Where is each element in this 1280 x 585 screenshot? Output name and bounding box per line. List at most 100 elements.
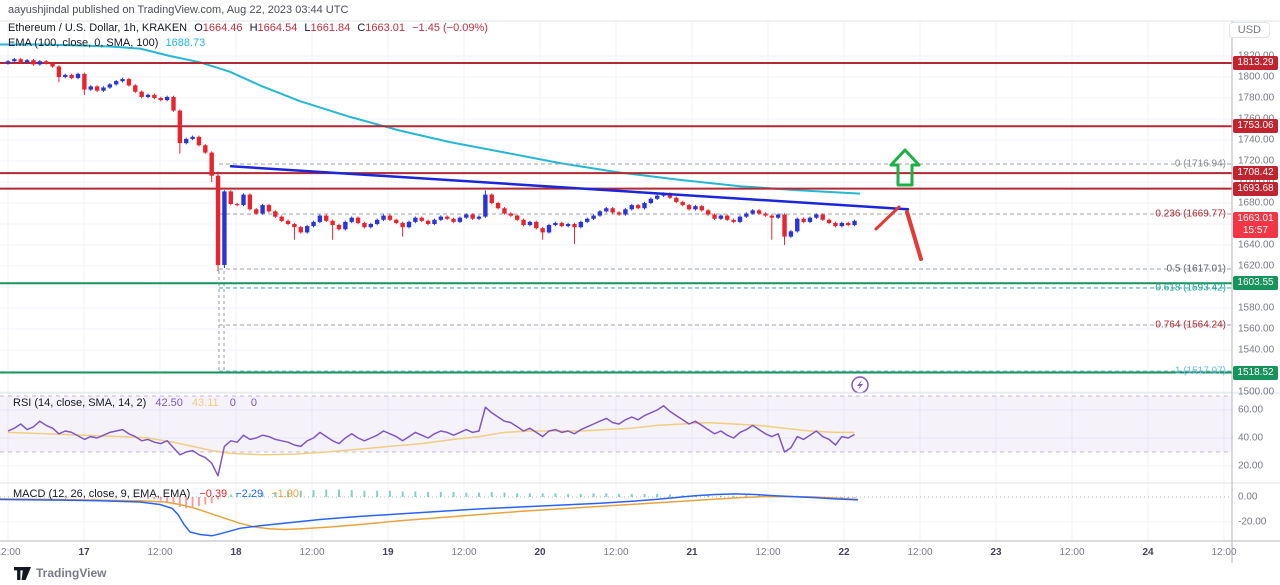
candle-body — [591, 215, 596, 219]
macd-label: MACD (12, 26, close, 9, EMA, EMA) — [13, 488, 191, 500]
time-axis[interactable] — [0, 541, 1232, 563]
candle-body — [521, 219, 526, 226]
candle-body — [126, 79, 132, 86]
candle-body — [610, 208, 615, 213]
trendline[interactable] — [229, 165, 910, 211]
candle-body — [464, 214, 469, 218]
macd-histogram-bar — [707, 495, 710, 497]
macd-histogram-bar — [414, 491, 417, 497]
candle-body — [324, 215, 329, 221]
macd-signal-value: −1.90 — [271, 488, 299, 500]
macd-histogram-bar — [516, 493, 519, 497]
candle-body — [184, 138, 189, 144]
candle-body — [114, 81, 119, 85]
candle-body — [502, 208, 507, 214]
macd-histogram-bar — [388, 490, 391, 497]
candle-body — [5, 61, 11, 64]
candle-body — [56, 66, 62, 77]
candle-body — [495, 203, 501, 209]
rsi-ma-value: 43.11 — [191, 397, 219, 409]
macd-histogram-bar — [376, 490, 379, 497]
macd-histogram-bar — [274, 492, 277, 497]
tradingview-logo[interactable]: TradingView — [14, 566, 106, 580]
price-axis[interactable] — [1232, 36, 1280, 541]
ema-legend[interactable]: EMA (100, close, 0, SMA, 100) 1688.73 — [8, 37, 205, 49]
symbol-title: Ethereum / U.S. Dollar, 1h, KRAKEN — [8, 22, 188, 34]
candle-body — [750, 210, 755, 214]
ohlc-close-key: C — [357, 22, 366, 34]
candle-body — [845, 222, 851, 226]
candle-body — [234, 204, 240, 206]
candle-body — [330, 220, 335, 226]
macd-histogram-bar — [401, 491, 404, 497]
candle-body — [355, 217, 361, 223]
macd-histogram-bar — [567, 493, 570, 497]
candle-body — [12, 59, 17, 62]
candle-body — [852, 220, 857, 226]
red-projection-down-line[interactable] — [905, 210, 923, 261]
candle-body — [94, 86, 100, 91]
candle-body — [298, 227, 303, 233]
macd-histogram-bar — [153, 497, 156, 500]
red-projection-up-line[interactable] — [874, 205, 901, 231]
candle-body — [451, 218, 456, 222]
macd-histogram-bar — [592, 493, 595, 497]
candle-body — [145, 94, 151, 97]
candle-body — [304, 226, 310, 233]
candle-body — [31, 60, 36, 65]
macd-histogram-bar — [166, 497, 169, 502]
candle-body — [597, 211, 603, 216]
ohlc-high-key: H — [249, 22, 258, 34]
ema-line[interactable] — [0, 43, 861, 195]
macd-histogram-bar — [236, 493, 239, 497]
macd-histogram-bar — [337, 489, 340, 497]
rsi-legend[interactable]: RSI (14, close, SMA, 14, 2) 42.50 43.11 … — [13, 397, 263, 409]
attribution-text: aayushjindal published on TradingView.co… — [8, 4, 349, 16]
candle-body — [489, 194, 494, 203]
candle-body — [387, 215, 393, 220]
ohlc-open-key: O — [194, 22, 203, 34]
macd-histogram-bar — [490, 492, 493, 497]
rsi-ma-line — [7, 421, 855, 456]
candle-body — [623, 209, 628, 215]
candle-body — [266, 205, 272, 212]
candle-body — [394, 219, 399, 223]
currency-selector[interactable]: USD — [1228, 22, 1270, 38]
ohlc-low-key: L — [304, 22, 311, 34]
macd-histogram-bar — [427, 492, 430, 497]
candle-body — [413, 217, 418, 222]
candle-body — [833, 222, 838, 227]
candle-body — [737, 216, 743, 222]
macd-histogram-bar — [465, 492, 468, 497]
macd-histogram-bar — [452, 492, 455, 497]
candle-body — [247, 194, 253, 210]
candle-body — [273, 211, 278, 217]
macd-signal-line — [0, 495, 859, 531]
green-up-arrow[interactable] — [889, 148, 921, 187]
candle-body — [585, 218, 590, 222]
macd-histogram-bar — [261, 492, 264, 497]
candle-body — [540, 228, 545, 233]
macd-histogram-bar — [656, 493, 659, 497]
candle-body — [406, 221, 412, 228]
macd-legend[interactable]: MACD (12, 26, close, 9, EMA, EMA) −0.39 … — [13, 488, 299, 500]
candle-body — [470, 214, 475, 219]
candle-body — [158, 98, 163, 101]
ohlc-close-value: 1663.01 — [365, 22, 406, 34]
macd-histogram-bar — [134, 497, 137, 498]
macd-hist-value: −0.39 — [199, 488, 228, 500]
candle-body — [101, 87, 106, 91]
macd-histogram-bar — [172, 497, 175, 505]
candle-body — [655, 195, 660, 199]
macd-histogram-bar — [668, 494, 671, 497]
ohlc-low-value: 1661.84 — [310, 22, 351, 34]
candle-body — [578, 221, 584, 228]
candle-body — [215, 175, 221, 265]
symbol-legend[interactable]: Ethereum / U.S. Dollar, 1h, KRAKEN O1664… — [8, 22, 488, 34]
macd-histogram-bar — [287, 491, 290, 497]
macd-histogram-bar — [140, 497, 143, 499]
candle-body — [680, 201, 685, 206]
candle-body — [69, 74, 74, 79]
candle-body — [763, 213, 768, 216]
